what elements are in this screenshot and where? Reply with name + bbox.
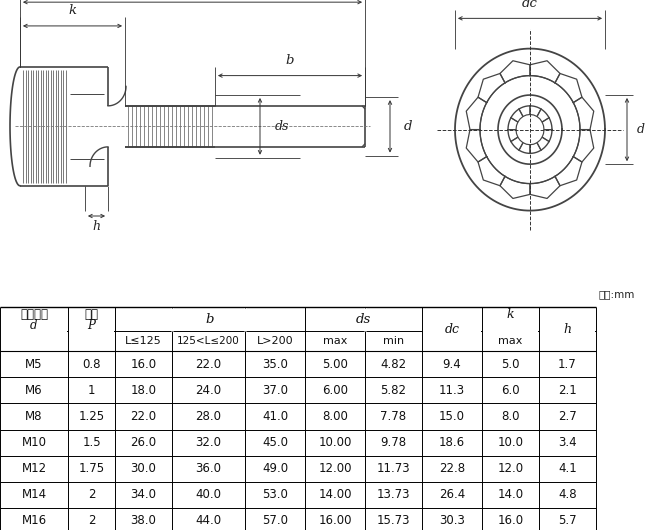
Text: 22.8: 22.8 — [439, 462, 465, 475]
Text: 16.0: 16.0 — [131, 358, 157, 371]
Text: 7.78: 7.78 — [380, 410, 407, 423]
Text: 1.5: 1.5 — [82, 436, 101, 449]
Text: 34.0: 34.0 — [131, 488, 157, 501]
Text: 30.3: 30.3 — [439, 515, 465, 527]
Text: ds: ds — [356, 313, 371, 325]
Text: 2: 2 — [88, 488, 95, 501]
Text: 30.0: 30.0 — [131, 462, 156, 475]
Text: 5.7: 5.7 — [558, 515, 577, 527]
Text: 11.73: 11.73 — [377, 462, 410, 475]
Text: 26.4: 26.4 — [439, 488, 465, 501]
Text: 4.1: 4.1 — [558, 462, 577, 475]
Text: 4.8: 4.8 — [558, 488, 577, 501]
Text: L>200: L>200 — [256, 336, 293, 346]
Text: dc: dc — [522, 0, 538, 10]
Text: 45.0: 45.0 — [262, 436, 288, 449]
Text: 38.0: 38.0 — [131, 515, 156, 527]
Text: 40.0: 40.0 — [195, 488, 222, 501]
Text: h: h — [92, 220, 100, 233]
Text: 10.00: 10.00 — [318, 436, 352, 449]
Text: h: h — [564, 323, 571, 335]
Text: P: P — [87, 319, 95, 332]
Text: 14.0: 14.0 — [497, 488, 523, 501]
Text: 37.0: 37.0 — [262, 384, 288, 397]
Text: 16.00: 16.00 — [318, 515, 352, 527]
Text: b: b — [286, 54, 295, 67]
Text: 28.0: 28.0 — [195, 410, 222, 423]
Text: 22.0: 22.0 — [131, 410, 157, 423]
Text: 53.0: 53.0 — [262, 488, 288, 501]
Text: M6: M6 — [25, 384, 43, 397]
Text: 57.0: 57.0 — [262, 515, 288, 527]
Text: 13.73: 13.73 — [377, 488, 410, 501]
Text: 2.7: 2.7 — [558, 410, 577, 423]
Text: b: b — [206, 313, 215, 325]
Text: 35.0: 35.0 — [262, 358, 288, 371]
Text: 41.0: 41.0 — [262, 410, 288, 423]
Text: k: k — [68, 4, 77, 17]
Text: 0.8: 0.8 — [82, 358, 101, 371]
Text: 4.82: 4.82 — [380, 358, 407, 371]
Text: k: k — [506, 308, 514, 321]
Text: 公称直径: 公称直径 — [20, 308, 48, 321]
Text: 22.0: 22.0 — [195, 358, 222, 371]
Text: 12.0: 12.0 — [497, 462, 523, 475]
Text: 24.0: 24.0 — [195, 384, 222, 397]
Text: 14.00: 14.00 — [318, 488, 352, 501]
Text: max: max — [323, 336, 347, 346]
Text: 5.0: 5.0 — [501, 358, 520, 371]
Text: 5.00: 5.00 — [322, 358, 348, 371]
Text: 15.73: 15.73 — [377, 515, 410, 527]
Text: 18.6: 18.6 — [439, 436, 465, 449]
Text: L≤125: L≤125 — [125, 336, 162, 346]
Text: 8.0: 8.0 — [501, 410, 520, 423]
Text: 1: 1 — [88, 384, 95, 397]
Text: 1.75: 1.75 — [79, 462, 104, 475]
Text: 12.00: 12.00 — [318, 462, 352, 475]
Text: 36.0: 36.0 — [195, 462, 222, 475]
Text: 44.0: 44.0 — [195, 515, 222, 527]
Text: 32.0: 32.0 — [195, 436, 222, 449]
Text: 18.0: 18.0 — [131, 384, 157, 397]
Text: 10.0: 10.0 — [497, 436, 523, 449]
Text: 2.1: 2.1 — [558, 384, 577, 397]
Text: M12: M12 — [22, 462, 47, 475]
Text: ds: ds — [275, 120, 289, 133]
Text: 9.78: 9.78 — [380, 436, 407, 449]
Text: M16: M16 — [22, 515, 47, 527]
Text: d: d — [637, 123, 645, 136]
Text: M14: M14 — [22, 488, 47, 501]
Text: 6.00: 6.00 — [322, 384, 348, 397]
Text: 125<L≤200: 125<L≤200 — [177, 336, 240, 346]
Text: 5.82: 5.82 — [380, 384, 407, 397]
Text: dc: dc — [445, 323, 459, 335]
Text: M8: M8 — [25, 410, 43, 423]
Text: 9.4: 9.4 — [443, 358, 461, 371]
Text: d: d — [403, 120, 412, 133]
Text: min: min — [383, 336, 404, 346]
Text: 8.00: 8.00 — [322, 410, 348, 423]
Text: M5: M5 — [25, 358, 43, 371]
Text: max: max — [499, 336, 523, 346]
Text: 螺距: 螺距 — [85, 308, 98, 321]
Text: 3.4: 3.4 — [558, 436, 577, 449]
Text: 49.0: 49.0 — [262, 462, 288, 475]
Text: 11.3: 11.3 — [439, 384, 465, 397]
Text: 单位:mm: 单位:mm — [599, 289, 635, 299]
Text: 15.0: 15.0 — [439, 410, 465, 423]
Text: 1.7: 1.7 — [558, 358, 577, 371]
Text: 2: 2 — [88, 515, 95, 527]
Text: d: d — [30, 319, 38, 332]
Text: M10: M10 — [22, 436, 47, 449]
Text: 6.0: 6.0 — [501, 384, 520, 397]
Text: 1.25: 1.25 — [79, 410, 104, 423]
Text: 26.0: 26.0 — [131, 436, 157, 449]
Text: 16.0: 16.0 — [497, 515, 523, 527]
